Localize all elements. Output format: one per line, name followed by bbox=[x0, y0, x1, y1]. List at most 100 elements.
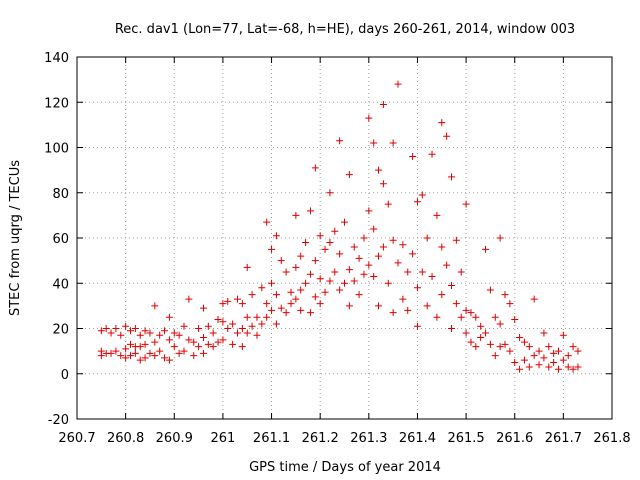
data-point bbox=[214, 315, 222, 323]
data-point bbox=[540, 329, 548, 337]
data-point bbox=[136, 343, 144, 351]
data-point bbox=[550, 358, 558, 366]
y-tick-label: 120 bbox=[44, 96, 69, 111]
data-points bbox=[97, 80, 582, 373]
data-point bbox=[141, 354, 149, 362]
data-point bbox=[409, 153, 417, 161]
data-point bbox=[520, 338, 528, 346]
data-point bbox=[331, 227, 339, 235]
data-point bbox=[127, 352, 134, 360]
chart-title: Rec. dav1 (Lon=77, Lat=-68, h=HE), days … bbox=[115, 22, 575, 37]
data-point bbox=[234, 329, 241, 337]
x-axis-label: GPS time / Days of year 2014 bbox=[249, 460, 441, 475]
data-point bbox=[389, 139, 397, 147]
data-point bbox=[272, 232, 280, 240]
data-point bbox=[248, 291, 256, 299]
data-point bbox=[404, 268, 412, 276]
data-point bbox=[443, 132, 451, 140]
data-point bbox=[253, 331, 261, 339]
data-point bbox=[389, 309, 397, 317]
data-point bbox=[175, 331, 183, 339]
data-point bbox=[574, 347, 582, 355]
data-point bbox=[511, 315, 519, 323]
data-point bbox=[336, 250, 344, 258]
data-point bbox=[292, 263, 300, 271]
data-point bbox=[165, 313, 173, 321]
data-point bbox=[141, 340, 149, 348]
data-point bbox=[136, 356, 144, 364]
data-point bbox=[511, 358, 519, 366]
data-point bbox=[234, 295, 241, 303]
data-point bbox=[452, 236, 460, 244]
data-point bbox=[112, 347, 120, 355]
data-point bbox=[360, 270, 368, 278]
data-point bbox=[229, 320, 237, 328]
x-tick-label: 261.4 bbox=[399, 431, 436, 446]
data-point bbox=[379, 101, 387, 109]
data-point bbox=[438, 119, 446, 127]
data-point bbox=[122, 354, 130, 362]
data-point bbox=[423, 302, 431, 310]
data-point bbox=[375, 302, 383, 310]
data-point bbox=[97, 327, 105, 335]
data-point bbox=[423, 234, 431, 242]
data-point bbox=[268, 279, 276, 287]
data-point bbox=[433, 313, 441, 321]
data-point bbox=[272, 291, 280, 299]
data-point bbox=[253, 313, 261, 321]
data-point bbox=[472, 343, 480, 351]
data-point bbox=[345, 171, 353, 179]
data-point bbox=[350, 277, 358, 285]
data-point bbox=[151, 302, 159, 310]
data-point bbox=[146, 329, 154, 337]
data-point bbox=[506, 347, 514, 355]
data-point bbox=[540, 354, 548, 362]
data-point bbox=[272, 320, 280, 328]
data-point bbox=[379, 243, 387, 251]
data-point bbox=[180, 347, 188, 355]
data-point bbox=[467, 338, 475, 346]
data-point bbox=[195, 343, 203, 351]
data-point bbox=[535, 361, 543, 369]
data-point bbox=[321, 245, 329, 253]
data-point bbox=[292, 211, 300, 219]
data-point bbox=[477, 334, 485, 342]
data-point bbox=[545, 343, 553, 351]
data-point bbox=[413, 322, 421, 330]
data-point bbox=[491, 313, 499, 321]
data-point bbox=[238, 343, 246, 351]
data-point bbox=[180, 322, 188, 330]
y-tick-label: 0 bbox=[61, 368, 69, 383]
data-point bbox=[306, 207, 314, 215]
data-point bbox=[287, 300, 295, 308]
data-point bbox=[448, 282, 455, 290]
data-point bbox=[433, 211, 441, 219]
x-tick-label: 261.8 bbox=[593, 431, 630, 446]
data-point bbox=[462, 306, 470, 314]
data-point bbox=[438, 243, 446, 251]
data-point bbox=[238, 300, 246, 308]
data-point bbox=[379, 180, 387, 188]
data-point bbox=[428, 272, 436, 280]
data-point bbox=[482, 245, 490, 253]
data-point bbox=[263, 300, 271, 308]
data-point bbox=[326, 189, 334, 197]
y-tick-label: -20 bbox=[48, 413, 69, 428]
data-point bbox=[199, 349, 207, 357]
data-point bbox=[258, 284, 266, 292]
data-point bbox=[151, 338, 159, 346]
data-point bbox=[311, 164, 319, 172]
data-point bbox=[165, 356, 173, 364]
data-point bbox=[316, 232, 324, 240]
data-point bbox=[365, 207, 373, 215]
data-point bbox=[190, 338, 198, 346]
data-point bbox=[399, 241, 407, 249]
data-point bbox=[438, 291, 446, 299]
data-point bbox=[127, 340, 134, 348]
data-point bbox=[263, 313, 271, 321]
data-point bbox=[564, 363, 572, 371]
data-point bbox=[516, 334, 524, 342]
data-point bbox=[530, 295, 538, 303]
data-point bbox=[243, 263, 251, 271]
data-point bbox=[370, 225, 378, 233]
